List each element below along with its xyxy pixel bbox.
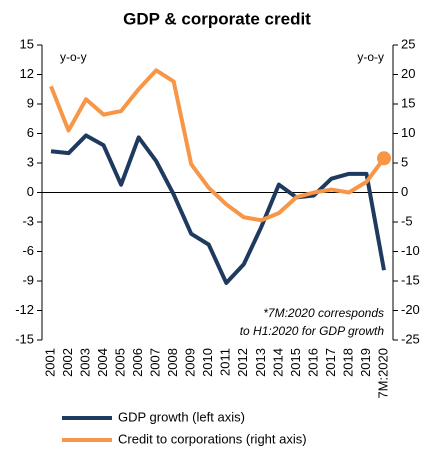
y2-tick-label: 20 [401, 66, 415, 81]
y-tick-label: -12 [15, 302, 34, 317]
x-tick-label: 2017 [323, 348, 338, 377]
y2-tick-label: -5 [401, 213, 413, 228]
annotation: *7M:2020 corresponds [263, 306, 384, 320]
y2-tick-label: 15 [401, 95, 415, 110]
x-tick-label: 2019 [358, 348, 373, 377]
x-tick-label: 2010 [200, 348, 215, 377]
series-line [50, 133, 386, 285]
x-tick-label: 2013 [253, 348, 268, 377]
y-tick-label: -3 [22, 213, 34, 228]
y2-tick-label: -25 [401, 331, 420, 346]
x-tick-label: 2012 [235, 348, 250, 377]
x-tick-label: 2008 [165, 348, 180, 377]
x-tick-label: 2003 [77, 348, 92, 377]
y-tick-label: -15 [15, 331, 34, 346]
y2-tick-label: 5 [401, 154, 408, 169]
x-tick-label: 2001 [42, 348, 57, 377]
legend-label: GDP growth (left axis) [118, 409, 245, 424]
x-tick-label: 2016 [305, 348, 320, 377]
y2-unit-label: y-o-y [357, 50, 384, 64]
annotation: to H1:2020 for GDP growth [240, 324, 385, 338]
x-tick-label: 2014 [270, 348, 285, 377]
y2-tick-label: 10 [401, 125, 415, 140]
y2-tick-label: 0 [401, 184, 408, 199]
y-tick-label: 0 [27, 184, 34, 199]
y-tick-label: 3 [27, 154, 34, 169]
y2-tick-label: -10 [401, 243, 420, 258]
x-tick-label: 2018 [340, 348, 355, 377]
y2-tick-label: -20 [401, 302, 420, 317]
x-tick-label: 2002 [60, 348, 75, 377]
last-point-marker [377, 151, 391, 166]
x-tick-label: 2009 [183, 348, 198, 377]
chart-title: GDP & corporate credit [123, 9, 311, 28]
y-tick-label: 9 [27, 95, 34, 110]
y-tick-label: -9 [22, 272, 34, 287]
series-line [49, 68, 386, 223]
x-tick-label: 2007 [148, 348, 163, 377]
x-tick-label: 2004 [95, 348, 110, 377]
y-tick-label: 15 [20, 36, 34, 51]
x-tick-label: 2011 [218, 348, 233, 376]
y-tick-label: 6 [27, 125, 34, 140]
x-tick-label: 2015 [288, 348, 303, 377]
x-tick-label: 2006 [130, 348, 145, 377]
y2-tick-label: -15 [401, 272, 420, 287]
y-unit-label: y-o-y [60, 50, 87, 64]
y-tick-label: -6 [22, 243, 34, 258]
y-tick-label: 12 [20, 66, 34, 81]
x-tick-label: 2005 [113, 348, 128, 377]
x-tick-label: 7M:2020 [375, 348, 390, 399]
y2-tick-label: 25 [401, 36, 415, 51]
legend-label: Credit to corporations (right axis) [118, 431, 307, 446]
